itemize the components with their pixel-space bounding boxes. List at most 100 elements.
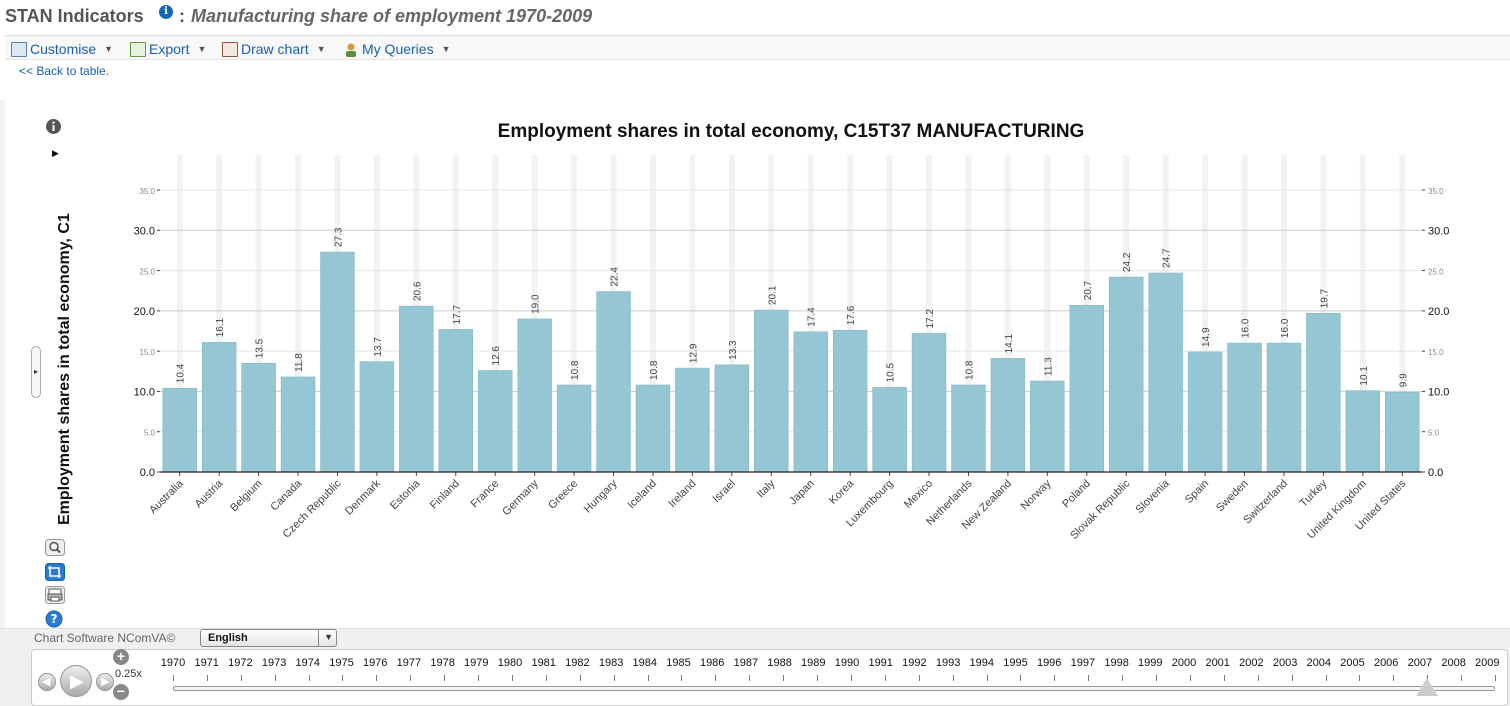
bar — [872, 387, 907, 473]
help-icon[interactable]: ? — [45, 610, 63, 628]
chart-info-icon[interactable] — [45, 118, 63, 136]
y-tick-label-right: 0.0 — [1428, 467, 1443, 479]
year-label[interactable]: 1979 — [464, 657, 489, 669]
year-label[interactable]: 1987 — [733, 657, 759, 669]
play-button[interactable]: ▶ — [60, 665, 92, 697]
year-label[interactable]: 1982 — [565, 657, 590, 669]
year-label[interactable]: 2005 — [1340, 657, 1365, 669]
zoom-icon[interactable] — [45, 539, 65, 557]
year-label[interactable]: 1984 — [632, 657, 658, 669]
step-forward-button[interactable]: ▶ — [96, 673, 114, 691]
language-select[interactable]: English ▼ — [200, 629, 337, 647]
data-label: 10.8 — [570, 360, 581, 380]
export-menu[interactable]: Export ▼ — [130, 40, 206, 58]
bar — [832, 329, 868, 473]
year-label[interactable]: 2007 — [1407, 657, 1433, 669]
column-stripe — [1004, 155, 1011, 472]
year-label[interactable]: 1970 — [160, 657, 186, 669]
year-tick — [850, 675, 852, 681]
year-label[interactable]: 1981 — [531, 657, 556, 669]
year-label[interactable]: 1996 — [1036, 657, 1062, 669]
customise-menu[interactable]: Customise ▼ — [11, 40, 113, 58]
speed-down-button[interactable]: − — [113, 684, 129, 700]
speed-up-button[interactable]: + — [113, 649, 129, 665]
x-tick-label: Turkey — [1298, 477, 1330, 509]
draw-chart-menu[interactable]: Draw chart ▼ — [222, 40, 326, 58]
column-stripe — [1399, 155, 1406, 472]
print-icon[interactable] — [45, 586, 65, 604]
bar — [399, 305, 434, 473]
y-tick-label-left: 25.0 — [139, 268, 155, 277]
year-label[interactable]: 1994 — [969, 657, 995, 669]
year-label[interactable]: 2009 — [1475, 657, 1500, 669]
year-label[interactable]: 2008 — [1441, 657, 1466, 669]
timeline-slider-track[interactable] — [173, 686, 1495, 691]
dropdown-arrow-icon[interactable]: ▶ — [52, 148, 59, 158]
year-label[interactable]: 1990 — [834, 657, 860, 669]
year-label[interactable]: 1972 — [228, 657, 253, 669]
data-label: 20.7 — [1083, 280, 1094, 300]
data-label: 14.9 — [1201, 327, 1212, 347]
bar — [478, 370, 513, 473]
bar — [1148, 272, 1183, 473]
x-tick-label: Slovenia — [1133, 477, 1172, 516]
year-label[interactable]: 1995 — [1003, 657, 1028, 669]
x-tick-label: Japan — [787, 478, 817, 508]
year-label[interactable]: 1975 — [329, 657, 354, 669]
year-label[interactable]: 1971 — [194, 657, 219, 669]
column-stripe — [1280, 155, 1287, 472]
year-tick — [1393, 675, 1395, 681]
bar — [201, 342, 237, 473]
year-label[interactable]: 1992 — [902, 657, 927, 669]
year-tick — [511, 675, 513, 681]
year-label[interactable]: 1980 — [497, 657, 523, 669]
year-label[interactable]: 2003 — [1272, 657, 1298, 669]
year-label[interactable]: 1997 — [1070, 657, 1096, 669]
year-label[interactable]: 1983 — [598, 657, 624, 669]
year-label[interactable]: 1985 — [666, 657, 691, 669]
bar — [241, 362, 276, 473]
y-tick-label-right: 30.0 — [1428, 225, 1449, 237]
year-tick — [342, 675, 344, 681]
year-label[interactable]: 1978 — [430, 657, 455, 669]
timeline-slider-thumb[interactable] — [1416, 678, 1439, 696]
step-back-button[interactable]: ◀ — [38, 673, 56, 691]
year-label[interactable]: 1988 — [767, 657, 792, 669]
column-stripe — [531, 155, 538, 472]
year-label[interactable]: 1974 — [295, 657, 321, 669]
x-tick-label: Italy — [755, 477, 778, 500]
year-tick — [410, 675, 412, 681]
year-label[interactable]: 1973 — [261, 657, 287, 669]
year-label[interactable]: 1977 — [396, 657, 422, 669]
year-label[interactable]: 2004 — [1306, 657, 1332, 669]
data-label: 20.1 — [767, 285, 778, 305]
year-tick — [545, 675, 547, 681]
column-stripe — [689, 155, 696, 472]
year-label[interactable]: 1998 — [1104, 657, 1129, 669]
data-label: 16.1 — [215, 317, 226, 337]
year-label[interactable]: 1993 — [935, 657, 961, 669]
y-tick-label-left: 15.0 — [139, 348, 155, 357]
year-label[interactable]: 2000 — [1171, 657, 1197, 669]
data-label: 17.4 — [807, 307, 818, 327]
year-label[interactable]: 1976 — [362, 657, 388, 669]
chevron-down-icon: ▼ — [318, 630, 333, 646]
footer: Chart Software NComVA© English ▼ ◀ ▶ ▶ +… — [0, 628, 1510, 706]
x-tick-label: Mexico — [902, 478, 935, 511]
bar — [911, 333, 947, 473]
year-tick — [817, 675, 819, 681]
year-label[interactable]: 1999 — [1138, 657, 1163, 669]
year-label[interactable]: 1986 — [699, 657, 725, 669]
crop-icon[interactable] — [45, 563, 65, 581]
info-icon[interactable]: i — [159, 5, 173, 19]
year-label[interactable]: 2001 — [1205, 657, 1230, 669]
y-tick-label-left: 35.0 — [139, 187, 155, 196]
year-label[interactable]: 2002 — [1239, 657, 1264, 669]
back-to-table-link[interactable]: << Back to table. — [19, 64, 110, 78]
y-tick-label-right: 20.0 — [1428, 306, 1449, 318]
my-queries-menu[interactable]: My Queries ▼ — [343, 40, 451, 58]
year-label[interactable]: 1989 — [801, 657, 826, 669]
panel-toggle-handle[interactable]: ▸ — [31, 346, 41, 398]
year-label[interactable]: 1991 — [868, 657, 893, 669]
year-label[interactable]: 2006 — [1373, 657, 1399, 669]
